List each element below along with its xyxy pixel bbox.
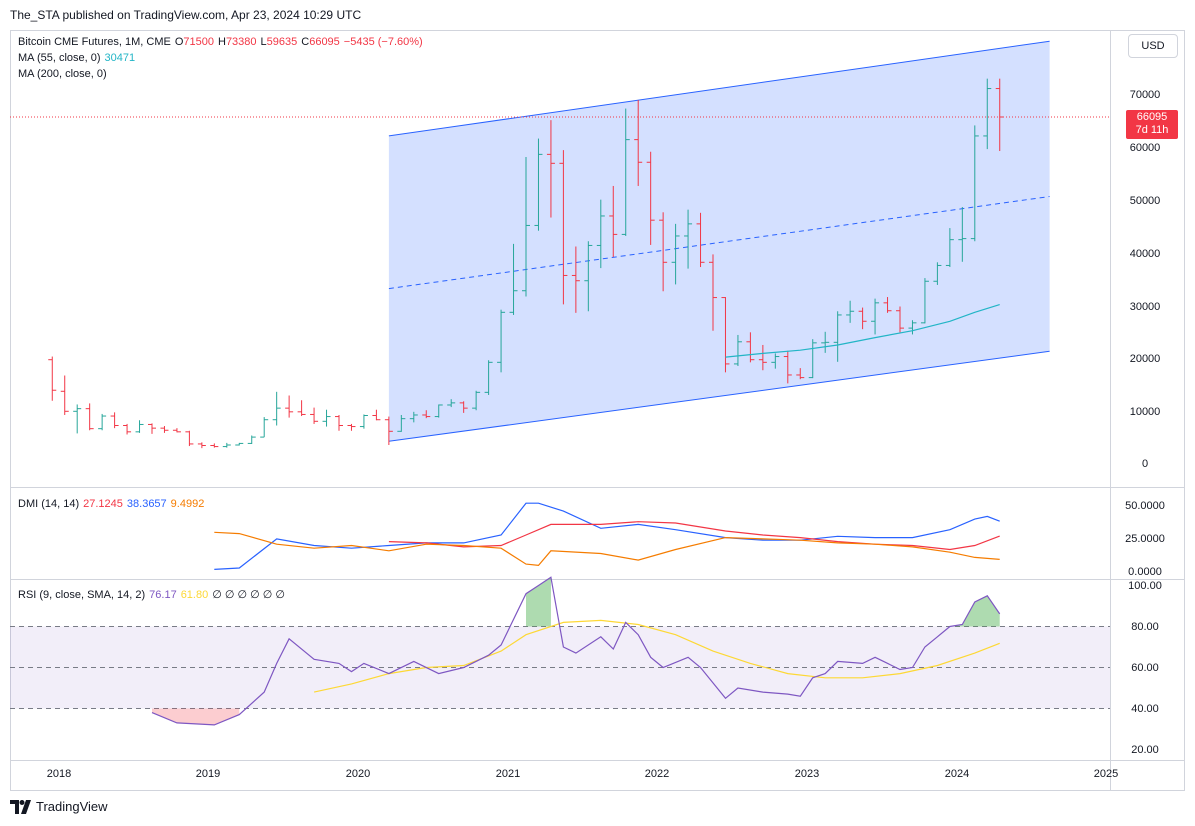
adx-value: 9.4992 (170, 498, 205, 510)
last-price-tag: 66095 7d 11h (1126, 110, 1178, 139)
rsi-tick: 20.00 (1131, 744, 1159, 756)
dmi-legend[interactable]: DMI (14, 14) 27.1245 38.3657 9.4992 (18, 496, 208, 512)
tradingview-footer: TradingView (10, 799, 108, 814)
rsi-tick: 100.00 (1128, 580, 1162, 592)
ma200-legend[interactable]: MA (200, close, 0) (18, 66, 111, 82)
dmi-minus-value: 38.3657 (126, 498, 167, 510)
adx-line (214, 531, 1000, 567)
time-axis-separator (10, 760, 1185, 761)
price-tick: 40000 (1129, 248, 1161, 260)
rsi-overbought-fill (949, 595, 1000, 627)
price-tick: 30000 (1129, 301, 1161, 313)
rsi-ma-line (313, 619, 1000, 693)
ohlc-close: 66095 (309, 36, 340, 48)
ohlc-change: −5435 (−7.60%) (343, 36, 423, 48)
tradingview-brand: TradingView (36, 799, 108, 814)
dmi-plus-value: 27.1245 (83, 498, 123, 510)
ma55-value: 30471 (104, 52, 136, 64)
channel-fill (388, 41, 1050, 442)
symbol-title[interactable]: Bitcoin CME Futures, 1M, CME (18, 36, 171, 48)
main-legend[interactable]: Bitcoin CME Futures, 1M, CME O71500 H73380… (18, 34, 427, 50)
dmi-pane-separator[interactable] (10, 487, 1185, 488)
ma55-line (725, 304, 1000, 358)
time-tick: 2018 (46, 768, 72, 780)
ohlc-h-label: H (217, 36, 226, 48)
rsi-oversold-fill (152, 708, 240, 725)
ma55-label[interactable]: MA (55, close, 0) (18, 52, 101, 64)
ma200-label[interactable]: MA (200, close, 0) (18, 68, 107, 80)
dmi-minus-line (214, 502, 1000, 570)
time-tick: 2019 (195, 768, 221, 780)
rsi-line (151, 576, 1001, 726)
ohlc-low: 59635 (266, 36, 298, 48)
currency-button[interactable]: USD (1128, 34, 1178, 58)
time-tick: 2022 (644, 768, 670, 780)
rsi-extra-values: ∅ ∅ ∅ ∅ ∅ ∅ (212, 589, 285, 601)
channel-mid-line (388, 196, 1050, 290)
channel-upper-line (388, 40, 1050, 137)
ohlc-l-label: L (260, 36, 267, 48)
rsi-pane-separator[interactable] (10, 579, 1185, 580)
dmi-plus-line (388, 521, 1000, 551)
ohlc-high: 73380 (225, 36, 257, 48)
ohlc-open: 71500 (183, 36, 214, 48)
rsi-ma-value: 61.80 (180, 589, 209, 601)
rsi-tick: 80.00 (1131, 621, 1159, 633)
time-tick: 2020 (345, 768, 371, 780)
channel-lower-line (388, 350, 1050, 442)
time-tick: 2024 (944, 768, 970, 780)
rsi-label[interactable]: RSI (9, close, SMA, 14, 2) (18, 589, 146, 601)
chart-frame (10, 30, 1185, 791)
time-tick: 2021 (495, 768, 521, 780)
ohlc-o-label: O (174, 36, 184, 48)
dmi-tick: 25.0000 (1125, 533, 1165, 545)
last-price: 66095 (1136, 111, 1168, 123)
time-tick: 2023 (794, 768, 820, 780)
rsi-tick: 40.00 (1131, 703, 1159, 715)
price-tick: 10000 (1129, 406, 1161, 418)
dmi-label[interactable]: DMI (14, 14) (18, 498, 80, 510)
time-tick: 2025 (1093, 768, 1119, 780)
rsi-overbought-fill (526, 577, 551, 627)
bar-countdown: 7d 11h (1135, 124, 1169, 136)
ohlc-c-label: C (301, 36, 310, 48)
rsi-tick: 60.00 (1131, 662, 1159, 674)
price-tick: 0 (1141, 458, 1149, 470)
dmi-tick: 0.0000 (1128, 566, 1162, 578)
price-tick: 20000 (1129, 353, 1161, 365)
dmi-tick: 50.0000 (1125, 500, 1165, 512)
price-tick: 60000 (1129, 142, 1161, 154)
price-tick: 70000 (1129, 89, 1161, 101)
price-tick: 50000 (1129, 195, 1161, 207)
price-axis-separator (1110, 30, 1111, 791)
tradingview-logo-icon (10, 799, 31, 814)
rsi-legend[interactable]: RSI (9, close, SMA, 14, 2) 76.17 61.80 ∅ ∅ … (18, 587, 289, 603)
ma55-legend[interactable]: MA (55, close, 0) 30471 (18, 50, 139, 66)
publisher-header: The_STA published on TradingView.com, Ap… (10, 8, 362, 22)
rsi-value: 76.17 (149, 589, 177, 601)
